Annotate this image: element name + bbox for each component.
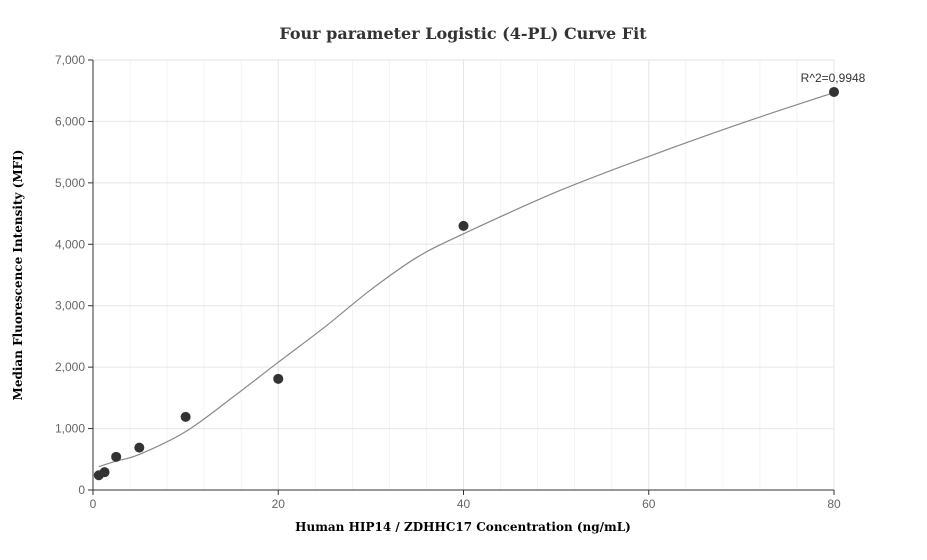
x-tick-label: 40 [457,497,471,511]
y-tick-label: 7,000 [55,53,85,67]
data-point [273,373,284,384]
grid [92,59,835,491]
data-point [180,411,191,422]
data-point [99,467,110,478]
x-tick-label: 60 [642,497,656,511]
data-point [458,220,469,231]
data-points [93,86,839,481]
data-point [829,86,839,97]
chart-title: Four parameter Logistic (4-PL) Curve Fit [279,24,647,43]
y-tick-label: 1,000 [55,422,85,436]
x-tick-label: 80 [827,497,841,511]
y-tick-label: 0 [78,483,85,497]
y-axis-title: Median Fluorescence Intensity (MFI) [11,150,25,401]
data-point [111,451,122,462]
axes: 0 20 40 60 80 0 1,000 2,000 3,000 4,000 5,000 6,000… [55,53,841,511]
x-tick-label: 0 [90,497,97,511]
y-tick-label: 6,000 [55,114,85,128]
y-tick-label: 3,000 [55,299,85,313]
y-tick-label: 5,000 [55,176,85,190]
x-axis-title: Human HIP14 / ZDHHC17 Concentration (ng/… [295,520,631,534]
fit-curve-line [98,92,835,468]
y-tick-label: 4,000 [55,237,85,251]
y-tick-label: 2,000 [55,360,85,374]
data-point [134,442,145,453]
r-squared-annotation: R^2=0,9948 [801,71,866,85]
x-tick-label: 20 [272,497,286,511]
